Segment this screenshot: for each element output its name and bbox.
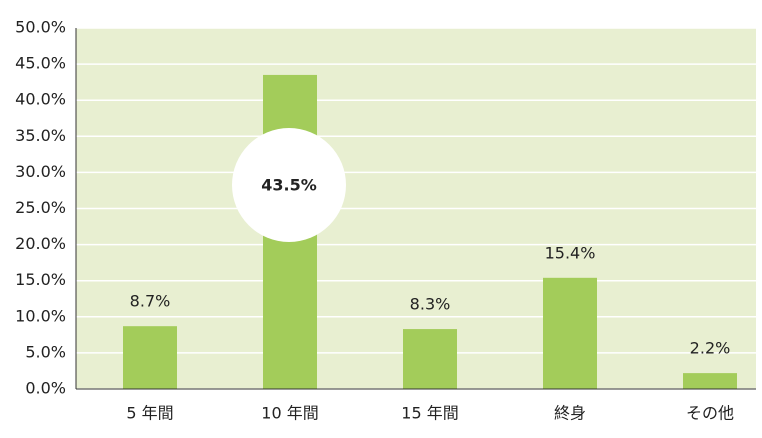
y-tick-label: 5.0% — [25, 342, 66, 361]
x-tick-label: 15 年間 — [401, 404, 458, 423]
bar — [683, 373, 737, 389]
y-tick-label: 45.0% — [15, 54, 66, 73]
value-label: 15.4% — [545, 243, 596, 262]
bar — [403, 329, 457, 389]
highlight-circle — [232, 128, 346, 242]
value-label: 43.5% — [261, 176, 317, 195]
x-tick-label: 終身 — [554, 404, 586, 423]
y-tick-label: 25.0% — [15, 198, 66, 217]
y-tick-label: 0.0% — [25, 379, 66, 398]
value-label: 8.3% — [410, 295, 451, 314]
x-tick-label: その他 — [686, 404, 734, 423]
y-tick-label: 35.0% — [15, 126, 66, 145]
y-tick-label: 40.0% — [15, 90, 66, 109]
y-tick-label: 15.0% — [15, 270, 66, 289]
bar — [123, 326, 177, 389]
y-tick-label: 30.0% — [15, 162, 66, 181]
x-tick-label: 10 年間 — [261, 404, 318, 423]
y-tick-label: 10.0% — [15, 306, 66, 325]
y-tick-label: 50.0% — [15, 18, 66, 37]
x-tick-label: 5 年間 — [126, 404, 173, 423]
value-label: 2.2% — [690, 339, 731, 358]
bar — [543, 277, 597, 389]
value-label: 8.7% — [130, 292, 171, 311]
y-tick-label: 20.0% — [15, 234, 66, 253]
